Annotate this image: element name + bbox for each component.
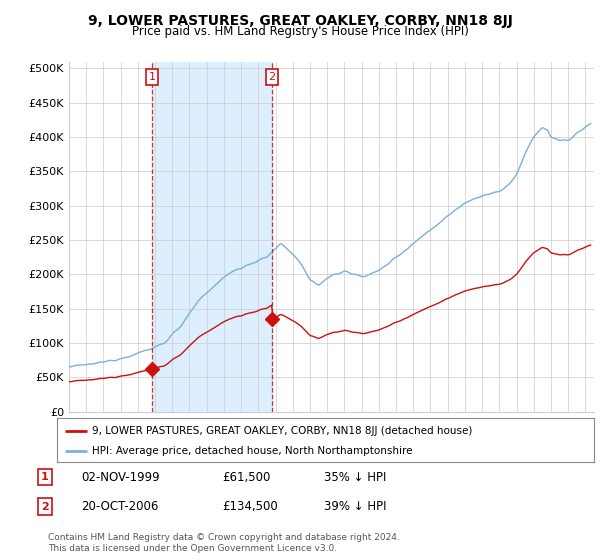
Text: 9, LOWER PASTURES, GREAT OAKLEY, CORBY, NN18 8JJ: 9, LOWER PASTURES, GREAT OAKLEY, CORBY, …: [88, 14, 512, 28]
Text: 20-OCT-2006: 20-OCT-2006: [81, 500, 158, 514]
Text: 2: 2: [268, 72, 275, 82]
Text: 02-NOV-1999: 02-NOV-1999: [81, 470, 160, 484]
Text: 1: 1: [149, 72, 155, 82]
Text: 39% ↓ HPI: 39% ↓ HPI: [324, 500, 386, 514]
Text: Price paid vs. HM Land Registry's House Price Index (HPI): Price paid vs. HM Land Registry's House …: [131, 25, 469, 38]
Text: 2: 2: [41, 502, 49, 512]
Text: 35% ↓ HPI: 35% ↓ HPI: [324, 470, 386, 484]
Text: Contains HM Land Registry data © Crown copyright and database right 2024.
This d: Contains HM Land Registry data © Crown c…: [48, 533, 400, 553]
Text: £61,500: £61,500: [222, 470, 271, 484]
Text: 9, LOWER PASTURES, GREAT OAKLEY, CORBY, NN18 8JJ (detached house): 9, LOWER PASTURES, GREAT OAKLEY, CORBY, …: [92, 426, 472, 436]
Text: HPI: Average price, detached house, North Northamptonshire: HPI: Average price, detached house, Nort…: [92, 446, 412, 456]
Text: £134,500: £134,500: [222, 500, 278, 514]
Bar: [152, 62, 272, 412]
Text: 1: 1: [41, 472, 49, 482]
